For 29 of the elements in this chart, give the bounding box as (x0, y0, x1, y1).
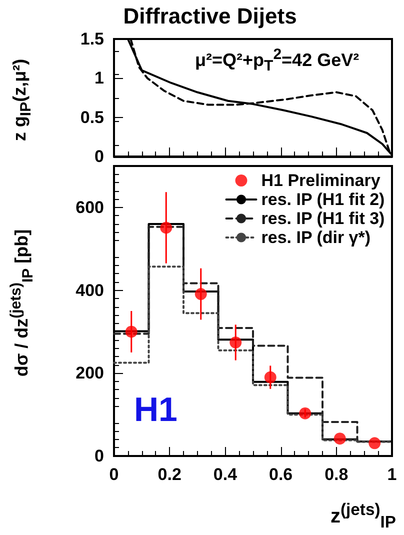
annotation: H1 (134, 391, 178, 430)
y-tick-label: 0 (94, 147, 104, 166)
y-tick-label: 1.5 (80, 30, 104, 48)
point (160, 222, 172, 234)
point (125, 326, 138, 338)
legend-label: res. IP (dir γ*) (261, 228, 371, 247)
legend-label: res. IP (H1 fit 2) (261, 190, 385, 209)
point (299, 407, 312, 420)
point (334, 432, 346, 445)
y-tick-label: 1 (94, 68, 104, 88)
x-tick-label: 0.4 (213, 465, 238, 484)
y-tick-label: 0 (94, 446, 104, 466)
point (194, 288, 207, 300)
point (368, 437, 381, 450)
annotation: μ²=Q²+p$_{T}$$^{2}$=42 GeV² (195, 46, 360, 75)
x-tick-label: 0.2 (158, 465, 182, 484)
y-tick-label: 600 (76, 198, 104, 217)
point (264, 371, 276, 384)
y-tick-label: 400 (76, 280, 104, 300)
x-tick-label: 0 (109, 465, 119, 484)
legend-label: res. IP (H1 fit 3) (261, 209, 385, 228)
x-tick-label: 0.8 (324, 465, 348, 484)
y-tick-label: 0.5 (80, 108, 104, 127)
legend-label: H1 Preliminary (261, 171, 381, 190)
point (230, 336, 242, 348)
x-tick-label: 0.6 (268, 465, 293, 484)
chart-title: Diffractive Dijets (123, 4, 297, 28)
x-tick-label: 1 (387, 465, 397, 484)
y-tick-label: 200 (76, 364, 104, 383)
